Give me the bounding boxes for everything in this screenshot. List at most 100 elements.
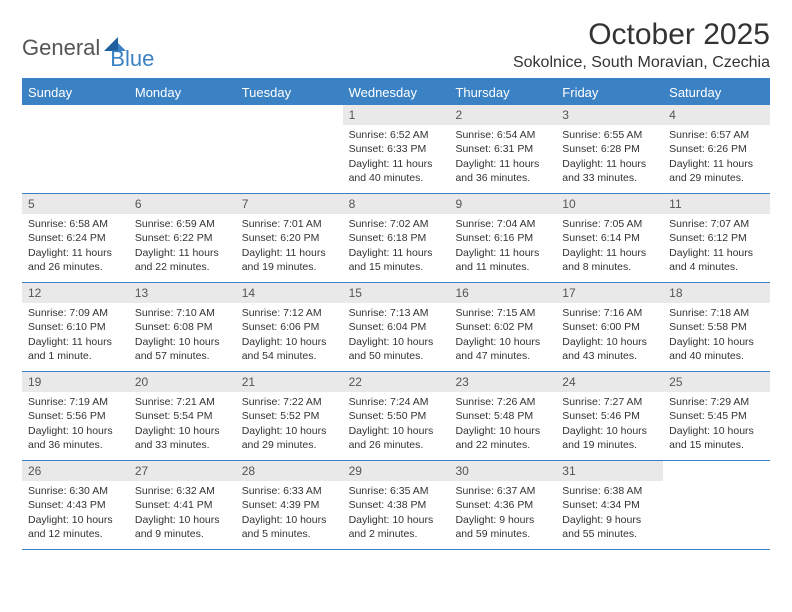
calendar-cell: 15Sunrise: 7:13 AMSunset: 6:04 PMDayligh… <box>343 283 450 371</box>
sunset-text: Sunset: 6:14 PM <box>562 231 657 245</box>
day-header-cell: Wednesday <box>343 80 450 105</box>
calendar: SundayMondayTuesdayWednesdayThursdayFrid… <box>22 78 770 550</box>
day-number: 6 <box>129 194 236 214</box>
day-number: 13 <box>129 283 236 303</box>
cell-body: Sunrise: 7:26 AMSunset: 5:48 PMDaylight:… <box>449 392 556 457</box>
day-number: 15 <box>343 283 450 303</box>
cell-body <box>129 125 236 133</box>
sunset-text: Sunset: 5:54 PM <box>135 409 230 423</box>
sunrise-text: Sunrise: 7:18 AM <box>669 306 764 320</box>
cell-body: Sunrise: 7:01 AMSunset: 6:20 PMDaylight:… <box>236 214 343 279</box>
day-number: 11 <box>663 194 770 214</box>
sunrise-text: Sunrise: 7:16 AM <box>562 306 657 320</box>
cell-body: Sunrise: 7:16 AMSunset: 6:00 PMDaylight:… <box>556 303 663 368</box>
cell-body: Sunrise: 6:37 AMSunset: 4:36 PMDaylight:… <box>449 481 556 546</box>
calendar-cell: 27Sunrise: 6:32 AMSunset: 4:41 PMDayligh… <box>129 461 236 549</box>
daylight-text: Daylight: 10 hours and 43 minutes. <box>562 335 657 363</box>
day-header-cell: Saturday <box>663 80 770 105</box>
sunset-text: Sunset: 5:45 PM <box>669 409 764 423</box>
daylight-text: Daylight: 11 hours and 26 minutes. <box>28 246 123 274</box>
sunset-text: Sunset: 4:38 PM <box>349 498 444 512</box>
sunset-text: Sunset: 6:18 PM <box>349 231 444 245</box>
sunrise-text: Sunrise: 7:19 AM <box>28 395 123 409</box>
daylight-text: Daylight: 11 hours and 33 minutes. <box>562 157 657 185</box>
calendar-cell: 13Sunrise: 7:10 AMSunset: 6:08 PMDayligh… <box>129 283 236 371</box>
day-number: 19 <box>22 372 129 392</box>
calendar-cell: 30Sunrise: 6:37 AMSunset: 4:36 PMDayligh… <box>449 461 556 549</box>
daylight-text: Daylight: 11 hours and 8 minutes. <box>562 246 657 274</box>
daylight-text: Daylight: 10 hours and 40 minutes. <box>669 335 764 363</box>
day-number: 4 <box>663 105 770 125</box>
calendar-cell: 25Sunrise: 7:29 AMSunset: 5:45 PMDayligh… <box>663 372 770 460</box>
sunset-text: Sunset: 4:34 PM <box>562 498 657 512</box>
sunset-text: Sunset: 5:56 PM <box>28 409 123 423</box>
calendar-cell: 4Sunrise: 6:57 AMSunset: 6:26 PMDaylight… <box>663 105 770 193</box>
calendar-cell <box>236 105 343 193</box>
cell-body: Sunrise: 7:15 AMSunset: 6:02 PMDaylight:… <box>449 303 556 368</box>
cell-body: Sunrise: 7:09 AMSunset: 6:10 PMDaylight:… <box>22 303 129 368</box>
sunrise-text: Sunrise: 6:54 AM <box>455 128 550 142</box>
sunrise-text: Sunrise: 6:30 AM <box>28 484 123 498</box>
daylight-text: Daylight: 10 hours and 12 minutes. <box>28 513 123 541</box>
sunrise-text: Sunrise: 7:24 AM <box>349 395 444 409</box>
sunrise-text: Sunrise: 6:35 AM <box>349 484 444 498</box>
sunrise-text: Sunrise: 6:59 AM <box>135 217 230 231</box>
day-number: 7 <box>236 194 343 214</box>
sunrise-text: Sunrise: 7:02 AM <box>349 217 444 231</box>
sunset-text: Sunset: 6:31 PM <box>455 142 550 156</box>
day-header-cell: Tuesday <box>236 80 343 105</box>
calendar-cell: 11Sunrise: 7:07 AMSunset: 6:12 PMDayligh… <box>663 194 770 282</box>
cell-body: Sunrise: 7:19 AMSunset: 5:56 PMDaylight:… <box>22 392 129 457</box>
calendar-cell: 5Sunrise: 6:58 AMSunset: 6:24 PMDaylight… <box>22 194 129 282</box>
calendar-cell: 6Sunrise: 6:59 AMSunset: 6:22 PMDaylight… <box>129 194 236 282</box>
day-number: 24 <box>556 372 663 392</box>
sunset-text: Sunset: 5:48 PM <box>455 409 550 423</box>
daylight-text: Daylight: 11 hours and 29 minutes. <box>669 157 764 185</box>
sunrise-text: Sunrise: 7:13 AM <box>349 306 444 320</box>
day-number: 1 <box>343 105 450 125</box>
sunrise-text: Sunrise: 7:05 AM <box>562 217 657 231</box>
brand-part1: General <box>22 35 100 61</box>
sunrise-text: Sunrise: 7:10 AM <box>135 306 230 320</box>
header: General Blue October 2025 Sokolnice, Sou… <box>22 18 770 72</box>
sunrise-text: Sunrise: 7:09 AM <box>28 306 123 320</box>
day-number: 10 <box>556 194 663 214</box>
day-number: 26 <box>22 461 129 481</box>
day-number: 29 <box>343 461 450 481</box>
day-number: 27 <box>129 461 236 481</box>
daylight-text: Daylight: 9 hours and 55 minutes. <box>562 513 657 541</box>
daylight-text: Daylight: 9 hours and 59 minutes. <box>455 513 550 541</box>
calendar-cell: 31 Sunrise: 6:38 AMSunset: 4:34 PMDayligh… <box>556 461 663 549</box>
sunrise-text: Sunrise: 6:32 AM <box>135 484 230 498</box>
cell-body: Sunrise: 7:05 AMSunset: 6:14 PMDaylight:… <box>556 214 663 279</box>
sunrise-text: Sunrise: 6:38 AM <box>562 484 657 498</box>
cell-body: Sunrise: 7:12 AMSunset: 6:06 PMDaylight:… <box>236 303 343 368</box>
week-row: 19Sunrise: 7:19 AMSunset: 5:56 PMDayligh… <box>22 372 770 461</box>
calendar-cell: 22Sunrise: 7:24 AMSunset: 5:50 PMDayligh… <box>343 372 450 460</box>
cell-body: Sunrise: 6:59 AMSunset: 6:22 PMDaylight:… <box>129 214 236 279</box>
daylight-text: Daylight: 11 hours and 40 minutes. <box>349 157 444 185</box>
day-number: 2 <box>449 105 556 125</box>
sunrise-text: Sunrise: 7:27 AM <box>562 395 657 409</box>
day-number: 31 <box>556 461 663 481</box>
calendar-cell: 9Sunrise: 7:04 AMSunset: 6:16 PMDaylight… <box>449 194 556 282</box>
cell-body: Sunrise: 7:10 AMSunset: 6:08 PMDaylight:… <box>129 303 236 368</box>
daylight-text: Daylight: 11 hours and 36 minutes. <box>455 157 550 185</box>
week-row: 26Sunrise: 6:30 AMSunset: 4:43 PMDayligh… <box>22 461 770 550</box>
sunset-text: Sunset: 6:24 PM <box>28 231 123 245</box>
sunset-text: Sunset: 6:04 PM <box>349 320 444 334</box>
day-number: 14 <box>236 283 343 303</box>
day-number: 30 <box>449 461 556 481</box>
day-header-cell: Friday <box>556 80 663 105</box>
sunset-text: Sunset: 5:50 PM <box>349 409 444 423</box>
day-number: 18 <box>663 283 770 303</box>
cell-body: Sunrise: 7:29 AMSunset: 5:45 PMDaylight:… <box>663 392 770 457</box>
sunrise-text: Sunrise: 6:52 AM <box>349 128 444 142</box>
day-number: 21 <box>236 372 343 392</box>
day-number: 20 <box>129 372 236 392</box>
sunrise-text: Sunrise: 6:57 AM <box>669 128 764 142</box>
cell-body <box>236 125 343 133</box>
day-header-cell: Sunday <box>22 80 129 105</box>
day-number: 17 <box>556 283 663 303</box>
cell-body: Sunrise: 7:21 AMSunset: 5:54 PMDaylight:… <box>129 392 236 457</box>
